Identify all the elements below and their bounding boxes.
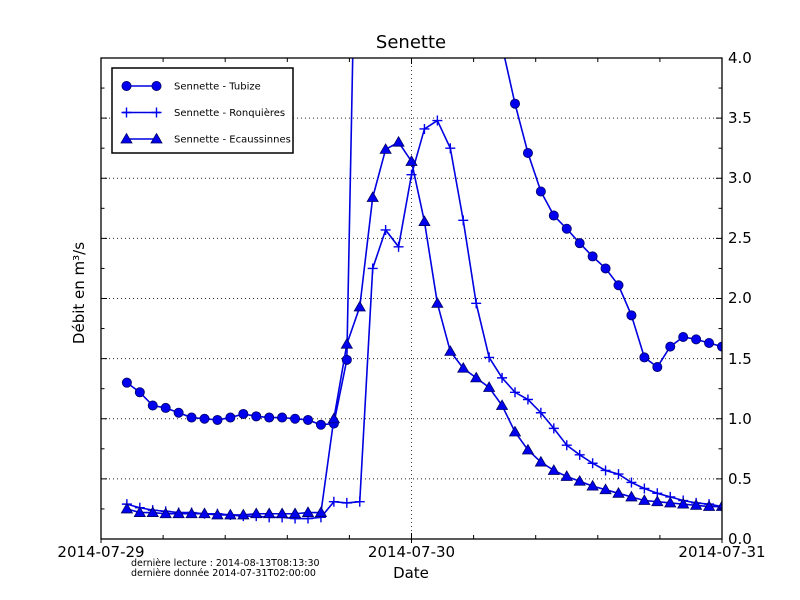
axis-ticks [100, 57, 723, 543]
y-tick-0.0: 0.0 [728, 530, 752, 548]
x-axis-label: Date [393, 564, 429, 582]
legend-marker-samples [120, 81, 163, 144]
legend-label-tubize: Sennette - Tubize [174, 82, 261, 93]
x-tick-2014-07-31: 2014-07-31 [678, 543, 765, 561]
y-axis-label: Débit en m³/s [70, 242, 88, 344]
y-tick-1.0: 1.0 [728, 410, 752, 428]
legend-label-ecaussinnes: Sennette - Ecaussinnes [174, 135, 291, 146]
footnote-derniere-lecture: dernière lecture : 2014-08-13T08:13:30 [131, 558, 320, 569]
series-circle [121, 58, 722, 430]
footnote-derniere-donnee: dernière donnée 2014-07-31T02:00:00 [131, 568, 316, 579]
series-plus [121, 115, 722, 524]
legend-label-ronquieres: Sennette - Ronquières [174, 107, 285, 119]
chart-title: Senette [376, 32, 446, 53]
legend: Sennette - Tubize Sennette - Ronquières … [111, 67, 294, 154]
y-tick-3.5: 3.5 [728, 109, 752, 127]
plot-area [120, 58, 722, 524]
y-tick-4.0: 4.0 [728, 49, 752, 67]
y-tick-2.0: 2.0 [728, 289, 752, 307]
x-tick-2014-07-30: 2014-07-30 [368, 543, 455, 561]
x-tick-2014-07-29: 2014-07-29 [57, 543, 144, 561]
series-triangle [120, 135, 722, 520]
y-tick-0.5: 0.5 [728, 470, 752, 488]
y-tick-3.0: 3.0 [728, 169, 752, 187]
gridlines [101, 58, 722, 539]
y-tick-1.5: 1.5 [728, 350, 752, 368]
y-tick-2.5: 2.5 [728, 229, 752, 247]
